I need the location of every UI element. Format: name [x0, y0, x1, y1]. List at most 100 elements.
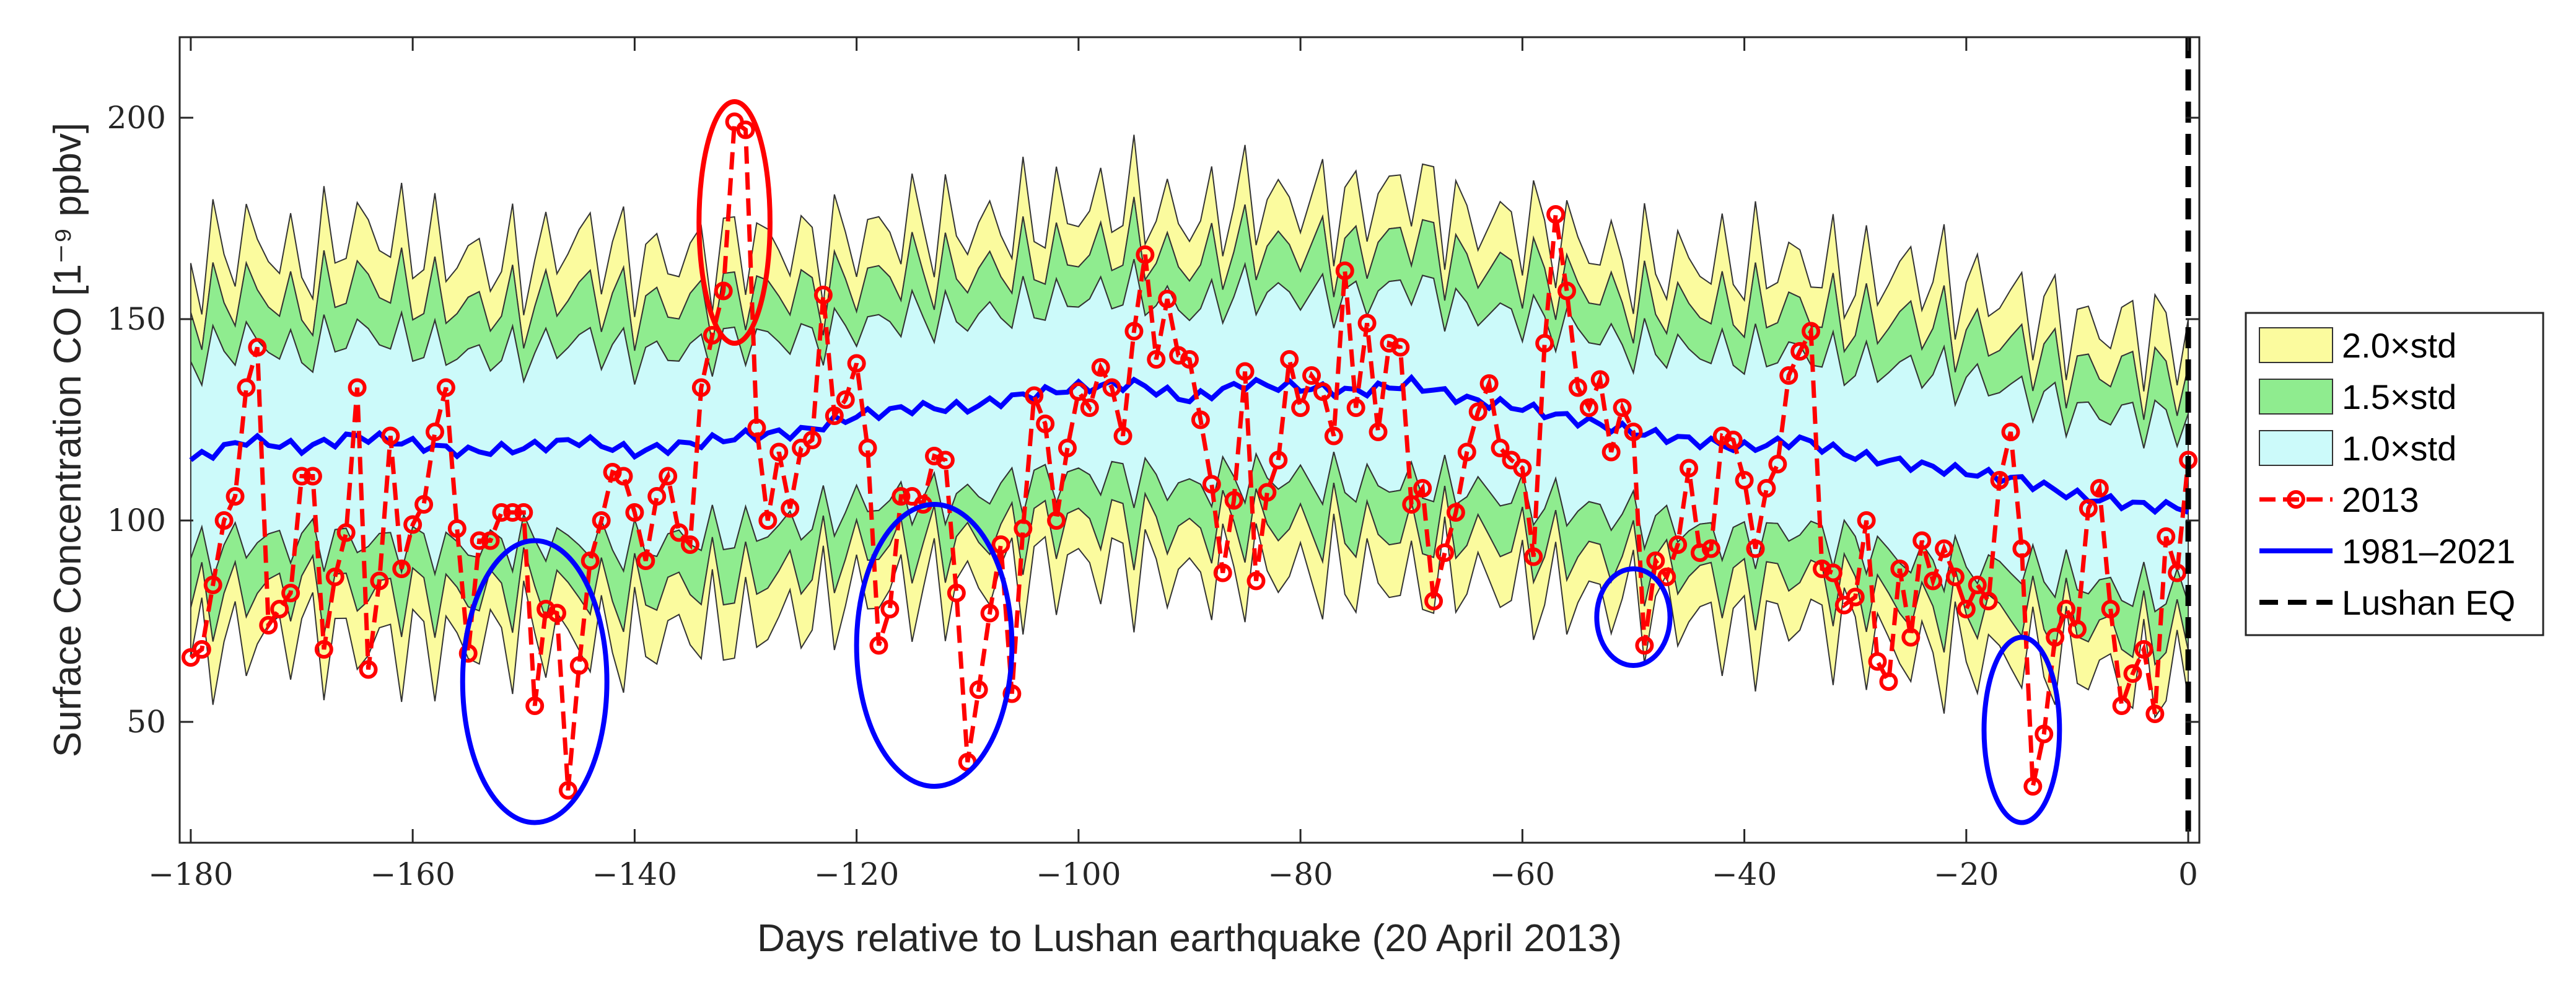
- point-2013: [947, 584, 966, 602]
- axes-frame: [178, 36, 2201, 844]
- y-tick-label: 150: [107, 301, 166, 337]
- low-anomaly-ellipse: [854, 502, 1015, 789]
- point-2013: [1802, 322, 1821, 341]
- point-2013: [1313, 382, 1332, 401]
- legend-label: 1.5×std: [2342, 377, 2456, 416]
- point-2013: [336, 523, 356, 542]
- point-2013: [1202, 475, 1221, 494]
- point-2013: [2157, 527, 2176, 546]
- point-2013: [1690, 543, 1709, 562]
- point-2013: [1280, 350, 1299, 369]
- point-2013: [1779, 366, 1798, 385]
- legend-label: 1981–2021: [2342, 532, 2515, 571]
- point-2013: [813, 286, 833, 304]
- point-2013: [1468, 402, 1487, 421]
- point-2013: [1990, 471, 2009, 490]
- point-2013: [892, 487, 911, 506]
- point-2013: [2067, 620, 2087, 639]
- point-2013: [281, 584, 300, 602]
- point-2013: [1180, 350, 1199, 369]
- point-2013: [1968, 576, 1987, 594]
- point-2013: [514, 503, 533, 522]
- point-2013: [625, 503, 644, 522]
- point-2013: [1680, 459, 1699, 478]
- point-2013: [1757, 479, 1776, 498]
- point-2013: [1391, 338, 1410, 357]
- point-2013: [1712, 426, 1732, 446]
- point-2013: [1002, 684, 1022, 703]
- x-tick-label: −60: [1490, 856, 1556, 892]
- point-2013: [259, 616, 278, 635]
- x-tick-label: −40: [1712, 856, 1777, 892]
- point-2013: [1979, 592, 1998, 610]
- point-2013: [1369, 423, 1388, 441]
- mean-series: [189, 374, 2189, 516]
- point-2013: [1380, 334, 1399, 353]
- point-2013: [2001, 423, 2020, 441]
- point-2013: [1746, 539, 1765, 558]
- point-2013: [436, 378, 455, 397]
- point-2013: [680, 535, 699, 554]
- point-2013: [1147, 350, 1166, 369]
- point-2013: [647, 487, 667, 506]
- y-axis-label: Surface Concentration CO [1⁻⁹ ppbv]: [46, 123, 89, 757]
- point-2013: [558, 781, 577, 800]
- x-axis-label: Days relative to Lushan earthquake (20 A…: [757, 917, 1622, 960]
- point-2013: [1324, 426, 1343, 446]
- x-tick-label: −80: [1268, 856, 1333, 892]
- point-2013: [592, 511, 611, 530]
- point-2013: [1235, 362, 1255, 381]
- point-2013: [348, 378, 367, 397]
- point-2013: [425, 423, 444, 441]
- point-2013: [1291, 398, 1310, 417]
- point-2013: [969, 680, 988, 699]
- point-2013: [1191, 410, 1210, 429]
- point-2013: [214, 511, 234, 530]
- high-anomaly-ellipse: [696, 99, 773, 346]
- legend-marker: [2287, 490, 2305, 509]
- point-2013: [869, 636, 888, 655]
- point-2013: [1124, 322, 1144, 341]
- point-2013: [980, 604, 999, 623]
- point-2013: [2123, 664, 2142, 683]
- line-2013: [189, 117, 2191, 791]
- point-2013: [2090, 479, 2109, 498]
- point-2013: [1014, 519, 1033, 538]
- low-anomaly-ellipse: [460, 538, 610, 825]
- legend-box: [2245, 312, 2544, 636]
- point-2013: [1724, 431, 1743, 449]
- std-bands: [190, 134, 2189, 719]
- y-tick-label: 100: [107, 503, 166, 538]
- annotation-ellipses: [460, 99, 2062, 825]
- point-2013: [614, 467, 633, 486]
- point-2013: [1258, 483, 1277, 502]
- point-2013: [1224, 491, 1243, 510]
- point-2013: [802, 431, 821, 449]
- point-2013: [1025, 386, 1044, 405]
- point-2013: [1047, 511, 1066, 530]
- point-2013: [2035, 724, 2054, 744]
- point-2013: [925, 447, 944, 465]
- axis-ticks: −180 −160 −140 −120 −100 −80 −60 −40 −20 0 50 100 15…: [107, 37, 2199, 892]
- point-2013: [2012, 539, 2031, 558]
- point-2013: [747, 418, 766, 437]
- point-2013: [270, 600, 289, 618]
- point-2013: [203, 576, 222, 594]
- point-2013: [1857, 511, 1876, 530]
- point-2013: [880, 600, 900, 618]
- point-2013: [769, 442, 789, 462]
- point-2013: [1213, 563, 1232, 582]
- legend-swatch: [2259, 327, 2333, 363]
- point-2013: [237, 378, 256, 397]
- point-2013: [1513, 459, 1532, 478]
- point-2013: [714, 281, 733, 301]
- point-2013: [537, 600, 556, 618]
- legend-swatch: [2259, 430, 2333, 466]
- point-2013: [503, 503, 522, 522]
- point-2013: [1546, 205, 1566, 224]
- point-2013: [691, 378, 711, 397]
- point-2013: [1158, 289, 1177, 309]
- point-2013: [1169, 346, 1188, 365]
- point-2013: [603, 463, 622, 481]
- point-2013: [1868, 652, 1887, 671]
